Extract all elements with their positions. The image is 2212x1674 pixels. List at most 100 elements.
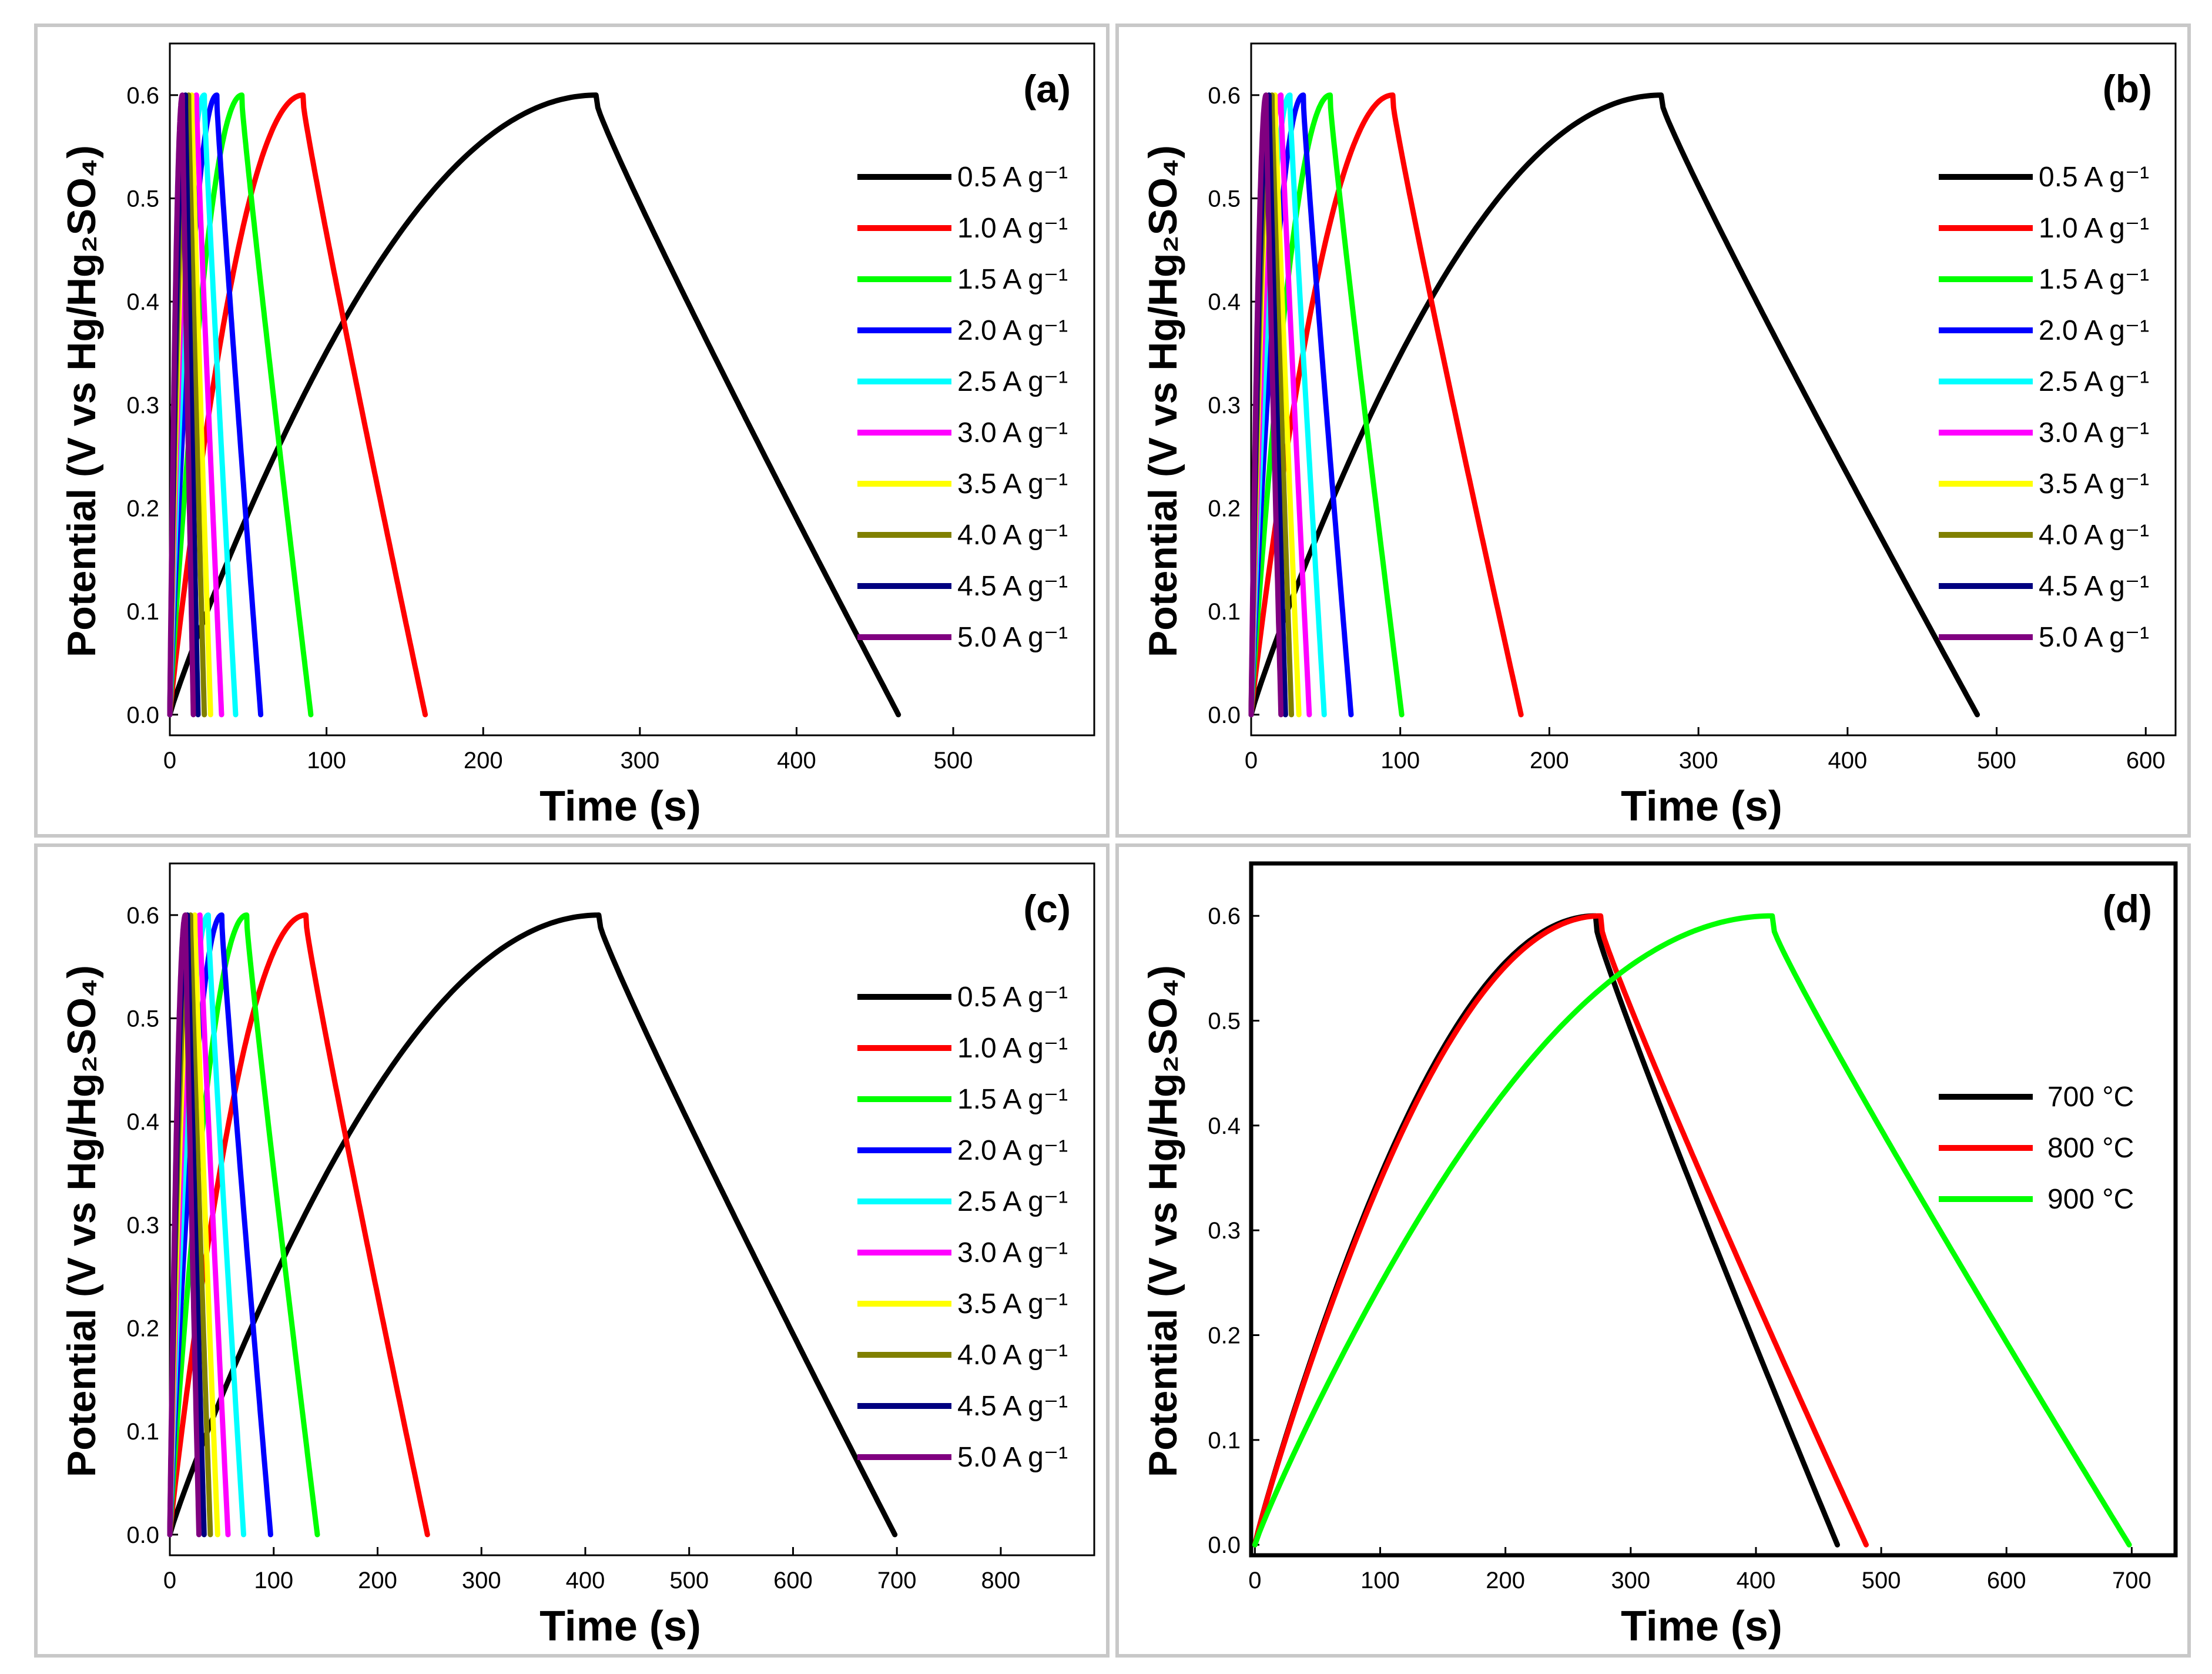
y-tick-label: 0.2 [1208, 496, 1241, 522]
legend-label: 1.5 A g⁻¹ [2039, 264, 2149, 295]
series-group [167, 912, 898, 1538]
plot-frame [169, 42, 1095, 736]
y-tick-label: 0.2 [126, 496, 159, 522]
x-tick-label: 300 [462, 1568, 501, 1593]
series-line [1248, 92, 1327, 718]
x-tick-label: 200 [358, 1568, 397, 1593]
y-tick-label: 0.6 [1208, 903, 1241, 929]
y-axis-title: Potential (V vs Hg/Hg₂SO₄) [59, 965, 104, 1477]
legend-label: 900 °C [2047, 1184, 2134, 1215]
series-line [167, 92, 196, 718]
x-tick-label: 200 [1530, 748, 1569, 774]
legend-label: 4.0 A g⁻¹ [957, 1340, 1068, 1371]
series-line [167, 912, 898, 1538]
y-tick-label: 0.5 [1208, 186, 1241, 212]
x-axis-title: Time (s) [539, 1603, 701, 1650]
panel-label: (b) [2103, 67, 2152, 111]
x-tick-label: 100 [1380, 748, 1420, 774]
series-group [1252, 913, 2132, 1548]
series-line [167, 912, 202, 1538]
legend-label: 2.5 A g⁻¹ [957, 366, 1068, 397]
y-tick-label: 0.1 [126, 599, 159, 625]
legend-label: 2.0 A g⁻¹ [957, 315, 1068, 346]
series-line [167, 912, 246, 1538]
panel-label: (d) [2103, 887, 2152, 930]
x-tick-label: 500 [1862, 1568, 1901, 1593]
y-tick-label: 0.6 [126, 903, 159, 929]
series-line [1248, 92, 1980, 718]
y-axis-title: Potential (V vs Hg/Hg₂SO₄) [1141, 965, 1185, 1477]
x-axis-title: Time (s) [539, 783, 701, 830]
x-tick-label: 600 [773, 1568, 813, 1593]
y-tick-label: 0.6 [126, 83, 159, 109]
x-tick-label: 500 [669, 1568, 709, 1593]
y-tick-label: 0.3 [126, 1213, 159, 1238]
series-line [1252, 913, 1840, 1548]
chart-c: 0.0 0.1 0.2 0.3 0.4 0.5 0.6 0 100 200 300 400 500 600… [59, 862, 1095, 1650]
y-tick-label: 0.3 [126, 393, 159, 418]
panel-d: 0.0 0.1 0.2 0.3 0.4 0.5 0.6 0 100 200 300 400 500 600… [1115, 843, 2191, 1658]
x-tick-label: 400 [777, 748, 816, 774]
legend-label: 1.0 A g⁻¹ [957, 1033, 1068, 1064]
legend-label: 1.0 A g⁻¹ [957, 213, 1068, 244]
series-line [167, 912, 273, 1538]
series-line [1248, 92, 1284, 718]
y-tick-label: 0.5 [126, 1006, 159, 1032]
y-tick-label: 0.4 [126, 289, 159, 315]
x-tick-label: 300 [1611, 1568, 1650, 1593]
chart-a: 0.0 0.1 0.2 0.3 0.4 0.5 0.6 0 100 200 300 400 500 Tim… [59, 42, 1095, 830]
y-tick-label: 0.3 [1208, 393, 1241, 418]
legend-label: 0.5 A g⁻¹ [957, 162, 1068, 193]
y-tick-label: 0.6 [1208, 83, 1241, 109]
x-tick-label: 500 [934, 748, 973, 774]
y-tick-label: 0.0 [126, 1522, 159, 1548]
y-tick-label: 0.2 [1208, 1323, 1241, 1349]
legend-label: 2.5 A g⁻¹ [2039, 366, 2149, 397]
panel-label: (c) [1023, 887, 1071, 930]
x-tick-label: 400 [1828, 748, 1867, 774]
legend-label: 2.0 A g⁻¹ [957, 1135, 1068, 1166]
legend-label: 4.5 A g⁻¹ [2039, 571, 2149, 602]
series-group [1248, 92, 1980, 718]
x-tick-label: 100 [1360, 1568, 1400, 1593]
legend-label: 5.0 A g⁻¹ [957, 1442, 1068, 1473]
legend-label: 2.5 A g⁻¹ [957, 1186, 1068, 1217]
x-tick-label: 400 [1737, 1568, 1776, 1593]
y-tick-label: 0.4 [1208, 1113, 1241, 1139]
legend-label: 1.0 A g⁻¹ [2039, 213, 2149, 244]
panel-label: (a) [1023, 67, 1071, 111]
panel-c: 0.0 0.1 0.2 0.3 0.4 0.5 0.6 0 100 200 300 400 500 600… [34, 843, 1110, 1658]
legend-label: 1.5 A g⁻¹ [957, 264, 1068, 295]
x-tick-label: 700 [2112, 1568, 2151, 1593]
legend-label: 3.0 A g⁻¹ [2039, 417, 2149, 448]
x-tick-label: 100 [307, 748, 346, 774]
plot-frame [169, 862, 1095, 1556]
x-tick-label: 0 [163, 748, 176, 774]
x-tick-label: 600 [1987, 1568, 2026, 1593]
y-axis-title: Potential (V vs Hg/Hg₂SO₄) [59, 145, 104, 657]
plot-frame [1250, 42, 2177, 736]
x-tick-label: 700 [877, 1568, 917, 1593]
y-tick-label: 0.5 [1208, 1009, 1241, 1034]
x-axis-title: Time (s) [1621, 1603, 1782, 1650]
x-tick-label: 300 [620, 748, 659, 774]
y-tick-label: 0.1 [126, 1419, 159, 1445]
y-tick-label: 0.0 [1208, 702, 1241, 728]
legend-label: 4.5 A g⁻¹ [957, 571, 1068, 602]
y-tick-label: 0.4 [126, 1109, 159, 1135]
x-tick-label: 300 [1679, 748, 1718, 774]
x-tick-label: 200 [1486, 1568, 1525, 1593]
y-tick-label: 0.4 [1208, 289, 1241, 315]
panel-b: 0.0 0.1 0.2 0.3 0.4 0.5 0.6 0 100 200 300 400 500 600… [1115, 24, 2191, 838]
legend-label: 4.5 A g⁻¹ [957, 1391, 1068, 1422]
y-tick-label: 0.0 [126, 702, 159, 728]
legend-label: 3.0 A g⁻¹ [957, 417, 1068, 448]
y-axis-title: Potential (V vs Hg/Hg₂SO₄) [1141, 145, 1185, 657]
legend-label: 0.5 A g⁻¹ [957, 982, 1068, 1013]
y-tick-label: 0.5 [126, 186, 159, 212]
legend-label: 3.5 A g⁻¹ [957, 468, 1068, 500]
chart-d: 0.0 0.1 0.2 0.3 0.4 0.5 0.6 0 100 200 300 400 500 600… [1141, 861, 2178, 1650]
chart-b: 0.0 0.1 0.2 0.3 0.4 0.5 0.6 0 100 200 300 400 500 600… [1141, 42, 2177, 830]
series-line [1252, 913, 1869, 1548]
x-tick-label: 0 [1245, 748, 1258, 774]
